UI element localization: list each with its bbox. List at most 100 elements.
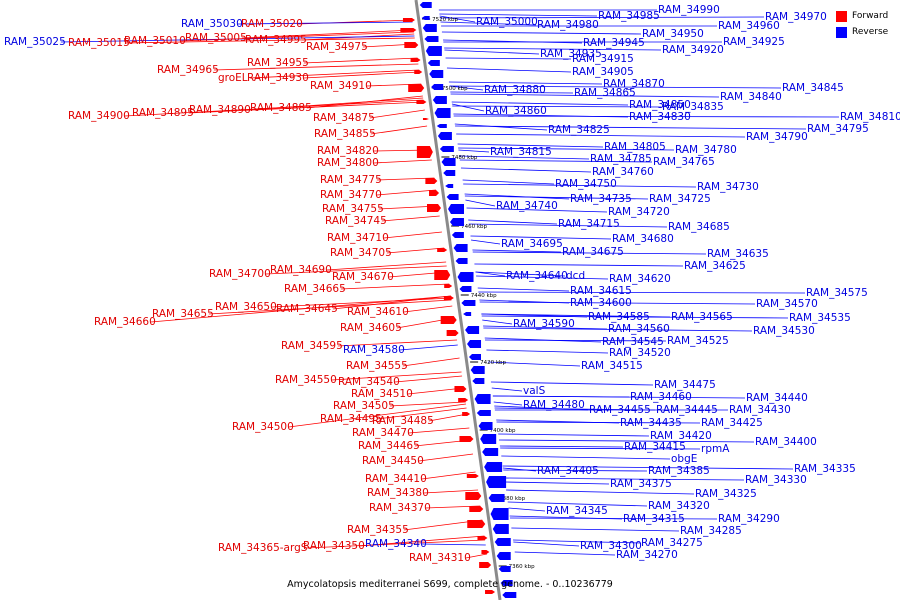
leader-line <box>449 85 782 89</box>
gene-label-ram-34440: RAM_34440 <box>746 392 808 404</box>
leader-line <box>458 147 675 151</box>
reverse-gene-arrow <box>486 476 507 488</box>
reverse-gene-arrow <box>480 434 497 444</box>
forward-gene-arrow <box>416 146 433 158</box>
leader-line <box>486 349 609 354</box>
leader-line <box>508 507 546 512</box>
leader-line <box>470 239 501 245</box>
gene-label-ram-34745: RAM_34745 <box>325 215 387 227</box>
gene-label-ram-34840: RAM_34840 <box>720 91 782 103</box>
reverse-gene-arrow <box>437 132 452 140</box>
reverse-gene-arrow <box>474 394 491 404</box>
gene-label-ram-34830: RAM_34830 <box>629 111 691 123</box>
leader-line <box>482 319 513 325</box>
gene-label-ram-34800: RAM_34800 <box>317 157 379 169</box>
gene-label-ram-34450: RAM_34450 <box>362 455 424 467</box>
leader-line <box>496 421 701 424</box>
gene-label-ram-34525: RAM_34525 <box>667 335 729 347</box>
leader-line <box>499 445 624 448</box>
forward-gene-arrow <box>444 284 453 288</box>
leader-line <box>428 413 468 422</box>
gene-label-ram-34330: RAM_34330 <box>745 474 807 486</box>
gene-label-ram-34925: RAM_34925 <box>723 36 785 48</box>
gene-label-ram-34865: RAM_34865 <box>574 87 636 99</box>
leader-line <box>465 199 496 207</box>
leader-line <box>456 133 746 138</box>
leader-line <box>504 477 745 481</box>
gene-label-ram-34770: RAM_34770 <box>320 189 382 201</box>
gene-label-ram-34895: RAM_34895 <box>132 107 194 119</box>
gene-label-ram-34660: RAM_34660 <box>94 316 156 328</box>
leader-line <box>455 125 807 130</box>
gene-label-ram-34455: RAM_34455 <box>589 404 651 416</box>
gene-label-ram-34400: RAM_34400 <box>755 436 817 448</box>
forward-gene-arrow <box>465 492 482 500</box>
leader-line <box>464 195 649 200</box>
leader-line <box>500 447 701 450</box>
gene-label-ram-34910: RAM_34910 <box>310 80 372 92</box>
gene-label-ram-35005: RAM_35005 <box>185 32 247 44</box>
leader-line <box>444 47 662 51</box>
forward-swatch <box>836 10 847 22</box>
forward-gene-arrow <box>402 18 415 22</box>
reverse-gene-arrow <box>449 218 464 226</box>
reverse-gene-arrow <box>455 258 468 264</box>
gene-label-ram-34870: RAM_34870 <box>603 78 665 90</box>
leader-line <box>448 81 603 85</box>
gene-label-ram-34975: RAM_34975 <box>306 41 368 53</box>
leader-line <box>493 401 523 406</box>
gene-label-ram-34420: RAM_34420 <box>650 430 712 442</box>
gene-label-ram-34540: RAM_34540 <box>338 376 400 388</box>
reverse-gene-arrow <box>441 158 456 166</box>
reverse-gene-arrow <box>494 538 511 546</box>
gene-label-ram-34845: RAM_34845 <box>782 82 844 94</box>
leader-line <box>180 31 414 42</box>
gene-label-ram-34590: RAM_34590 <box>513 318 575 330</box>
forward-gene-arrow <box>400 28 417 32</box>
reverse-gene-arrow <box>502 592 517 598</box>
leader-line <box>501 455 671 460</box>
leader-line <box>481 315 789 319</box>
gene-label-ram-34430: RAM_34430 <box>729 404 791 416</box>
gene-label-vals: valS <box>523 385 546 397</box>
gene-label-ram-34615: RAM_34615 <box>570 285 632 297</box>
leader-lines <box>60 9 840 559</box>
leader-line <box>271 297 452 308</box>
leader-line <box>499 439 755 443</box>
leader-line <box>451 103 485 112</box>
gene-label-ram-34715: RAM_34715 <box>558 218 620 230</box>
leader-line <box>503 469 648 472</box>
reverse-gene-arrow <box>446 194 459 200</box>
leader-line <box>488 361 581 367</box>
leader-line <box>457 143 604 148</box>
gene-label-ram-34570: RAM_34570 <box>756 298 818 310</box>
gene-label-ram-34850: RAM_34850 <box>629 99 691 111</box>
scale-label: 7480 kbp <box>451 155 477 161</box>
gene-label-ram-34685: RAM_34685 <box>668 221 730 233</box>
leader-line <box>376 177 435 181</box>
leader-line <box>483 327 753 332</box>
gene-label-ram-34725: RAM_34725 <box>649 193 711 205</box>
reverse-gene-arrow <box>470 366 485 374</box>
leader-line <box>376 189 437 196</box>
forward-gene-arrow <box>434 270 451 280</box>
reverse-gene-arrow <box>453 244 468 252</box>
gene-label-ram-34595: RAM_34595 <box>281 340 343 352</box>
gene-label-ram-34970: RAM_34970 <box>765 11 827 23</box>
leader-line <box>376 407 467 420</box>
forward-gene-arrow <box>427 204 441 212</box>
leader-line <box>386 247 445 254</box>
gene-label-ram-35025: RAM_35025 <box>4 36 66 48</box>
gene-label-ram-34665: RAM_34665 <box>284 283 346 295</box>
reverse-gene-arrow <box>448 204 464 214</box>
gene-label-ram-34485: RAM_34485 <box>372 415 434 427</box>
reverse-gene-arrow <box>463 312 472 316</box>
leader-line <box>241 29 414 39</box>
forward-gene-arrow <box>462 412 471 416</box>
gene-label-ram-34285: RAM_34285 <box>680 525 742 537</box>
reverse-gene-arrow <box>432 96 447 104</box>
leader-line <box>370 125 428 135</box>
reverse-gene-arrow <box>488 494 505 502</box>
gene-label-ram-34600: RAM_34600 <box>570 297 632 309</box>
forward-gene-arrow <box>477 536 488 540</box>
